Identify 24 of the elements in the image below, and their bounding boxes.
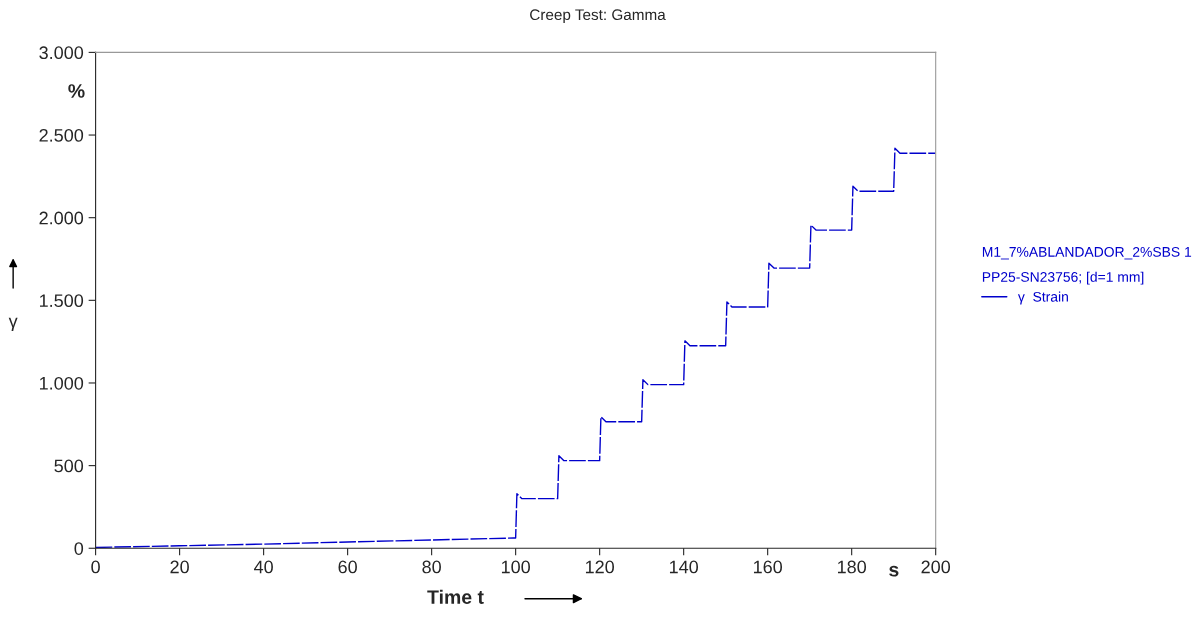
y-tick-label: 1.000 (39, 376, 84, 390)
y-tick-label: 2.000 (39, 211, 84, 225)
x-tick-label: 100 (501, 560, 530, 574)
y-tick-label: 2.500 (39, 128, 84, 142)
y-tick-label: 0 (74, 542, 84, 555)
y-tick-label: 3.000 (39, 46, 84, 60)
x-tick-label: 80 (422, 560, 441, 574)
x-tick-label: 20 (170, 560, 189, 574)
chart-title: Creep Test: Gamma (530, 9, 666, 24)
y-axis-title: γ (8, 317, 18, 332)
x-tick-label: 140 (669, 560, 699, 574)
x-tick-label: 160 (753, 560, 783, 574)
x-tick-label: 120 (585, 560, 615, 574)
y-tick-label: 500 (54, 459, 84, 473)
x-tick-label: 180 (837, 560, 867, 574)
x-tick-label: 40 (253, 560, 273, 574)
legend-label: γ Strain (1017, 291, 1068, 305)
x-tick-label: 60 (338, 560, 357, 574)
x-axis-title: Time t (427, 589, 484, 604)
text: % (68, 84, 85, 98)
text: s (889, 565, 899, 577)
x-tick-label: 0 (91, 560, 100, 574)
y-tick-label: 1.500 (39, 294, 84, 308)
x-tick-label: 200 (921, 560, 951, 574)
